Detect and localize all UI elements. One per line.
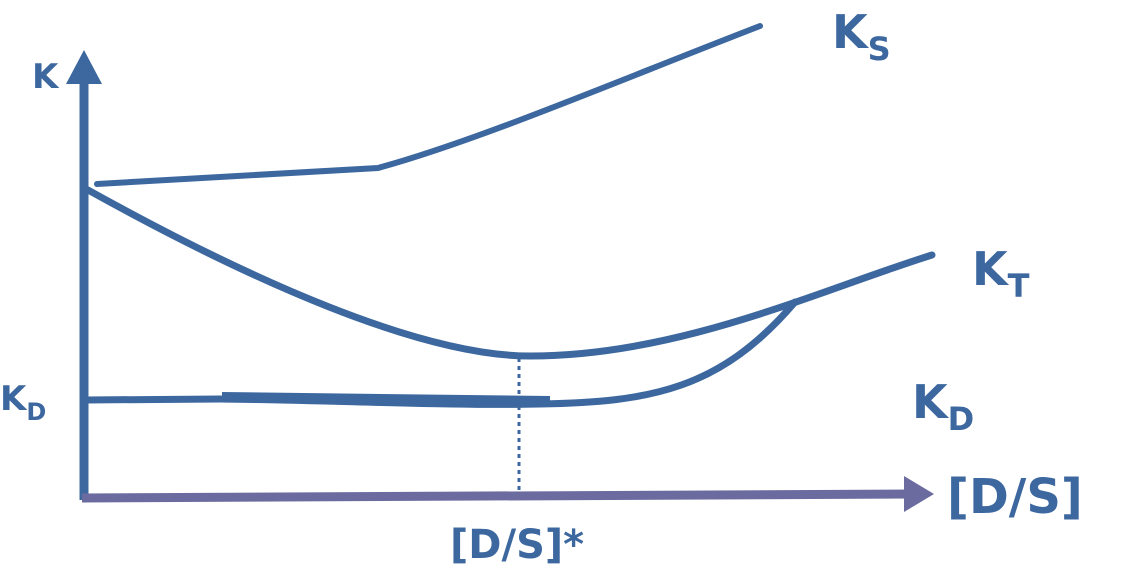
y-axis-arrowhead xyxy=(66,50,102,84)
kd-overlap-segment xyxy=(221,392,551,402)
ks-curve xyxy=(94,23,763,187)
x-axis-label: [D/S] xyxy=(947,469,1083,525)
y-axis-label: K xyxy=(32,57,60,97)
kt-label-main: K xyxy=(972,242,1010,296)
kt-label-sub: T xyxy=(1008,267,1030,305)
kt-label: KT xyxy=(972,242,1030,305)
kd-label-main: K xyxy=(912,375,950,429)
x-axis-line xyxy=(81,489,911,503)
y-tick-kd-sub: D xyxy=(26,398,46,426)
kd-label: KD xyxy=(912,375,974,438)
x-axis-arrowhead xyxy=(904,476,934,512)
y-tick-kd-main: K xyxy=(0,379,28,419)
kd-curve xyxy=(82,298,799,408)
kd-label-sub: D xyxy=(948,400,975,438)
optimum-marker-label: [D/S]* xyxy=(450,522,584,568)
kt-curve xyxy=(84,186,936,360)
ks-label: KS xyxy=(832,5,891,68)
y-tick-kd-label: KD xyxy=(0,379,46,426)
ks-label-sub: S xyxy=(868,30,891,68)
ks-label-main: K xyxy=(832,5,870,59)
